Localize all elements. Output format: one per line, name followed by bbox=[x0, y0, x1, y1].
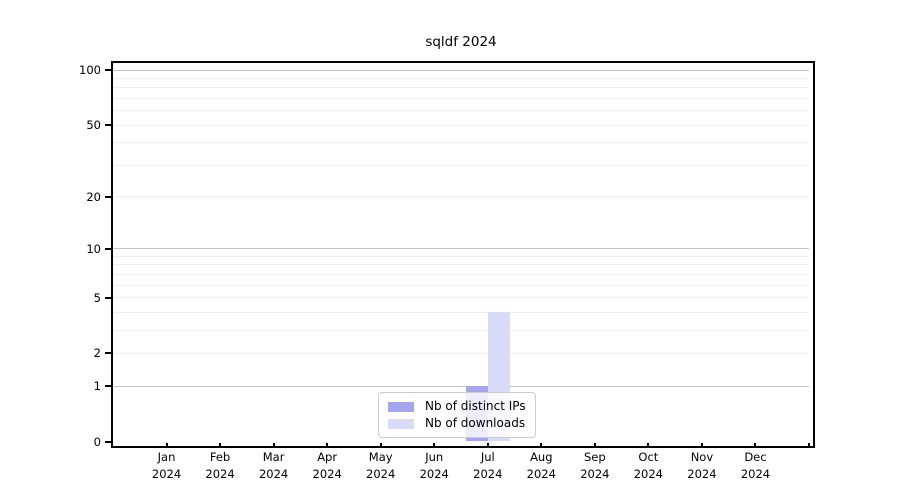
x-tick bbox=[754, 443, 757, 448]
plot-area bbox=[111, 61, 815, 448]
x-tick-label: Jan 2024 bbox=[151, 450, 182, 481]
gridline-minor bbox=[113, 273, 809, 275]
x-axis-corner-tick bbox=[808, 443, 810, 448]
y-tick-label: 20 bbox=[86, 189, 101, 204]
gridline-minor bbox=[113, 110, 809, 112]
x-tick bbox=[165, 443, 168, 448]
gridline-minor bbox=[113, 329, 809, 331]
y-tick bbox=[105, 385, 111, 388]
y-tick-label: 2 bbox=[93, 346, 101, 361]
y-tick bbox=[105, 296, 111, 299]
x-tick bbox=[379, 443, 382, 448]
x-tick bbox=[647, 443, 650, 448]
y-tick bbox=[105, 195, 111, 198]
x-tick-label: May 2024 bbox=[366, 450, 396, 481]
x-tick bbox=[486, 443, 489, 448]
legend-label-distinct-ips: Nb of distinct IPs bbox=[425, 399, 526, 413]
gridline-minor bbox=[113, 77, 809, 79]
legend-item-downloads: Nb of downloads bbox=[388, 415, 526, 432]
x-tick bbox=[700, 443, 703, 448]
x-tick bbox=[326, 443, 329, 448]
gridline-minor bbox=[113, 164, 809, 166]
gridline-major bbox=[113, 385, 809, 387]
y-tick bbox=[105, 69, 111, 72]
y-tick bbox=[105, 441, 111, 443]
chart-title: sqldf 2024 bbox=[425, 34, 497, 50]
gridline-minor bbox=[113, 284, 809, 286]
gridline-minor bbox=[113, 196, 809, 198]
x-tick-label: Jul 2024 bbox=[473, 450, 503, 481]
gridline-minor bbox=[113, 87, 809, 89]
x-tick bbox=[219, 443, 222, 448]
legend: Nb of distinct IPs Nb of downloads bbox=[378, 392, 536, 438]
gridline-minor bbox=[113, 311, 809, 313]
y-tick-label: 1 bbox=[93, 379, 101, 394]
gridline-minor bbox=[113, 124, 809, 126]
gridline-minor bbox=[113, 297, 809, 299]
gridline-minor bbox=[113, 142, 809, 144]
y-tick-label: 100 bbox=[79, 63, 101, 78]
x-tick-label: Dec 2024 bbox=[740, 450, 771, 481]
gridline-minor bbox=[113, 264, 809, 266]
x-tick-label: Mar 2024 bbox=[258, 450, 289, 481]
x-tick-label: Oct 2024 bbox=[633, 450, 664, 481]
x-tick-label: Feb 2024 bbox=[205, 450, 235, 481]
y-tick-label: 50 bbox=[86, 118, 101, 133]
gridline-major bbox=[113, 69, 809, 71]
y-tick bbox=[105, 352, 111, 355]
x-tick bbox=[433, 443, 436, 448]
gridline-minor bbox=[113, 352, 809, 354]
legend-swatch-distinct-ips bbox=[388, 401, 414, 412]
x-tick-label: Nov 2024 bbox=[687, 450, 717, 481]
y-tick-label: 0 bbox=[93, 435, 101, 449]
x-tick bbox=[593, 443, 596, 448]
x-tick-label: Jun 2024 bbox=[419, 450, 449, 481]
gridline-major bbox=[113, 248, 809, 250]
gridline-minor bbox=[113, 255, 809, 257]
y-tick bbox=[105, 247, 111, 250]
y-tick bbox=[105, 124, 111, 127]
x-tick bbox=[540, 443, 543, 448]
x-tick-label: Aug 2024 bbox=[526, 450, 556, 481]
legend-item-distinct-ips: Nb of distinct IPs bbox=[388, 398, 526, 415]
y-tick-label: 5 bbox=[93, 290, 101, 305]
x-tick-label: Apr 2024 bbox=[312, 450, 342, 481]
x-tick-label: Sep 2024 bbox=[580, 450, 610, 481]
y-tick-label: 10 bbox=[86, 241, 101, 256]
gridline-minor bbox=[113, 97, 809, 99]
legend-label-downloads: Nb of downloads bbox=[425, 416, 526, 430]
legend-swatch-downloads bbox=[388, 418, 414, 429]
x-axis-corner-tick bbox=[111, 443, 113, 448]
x-tick bbox=[272, 443, 275, 448]
